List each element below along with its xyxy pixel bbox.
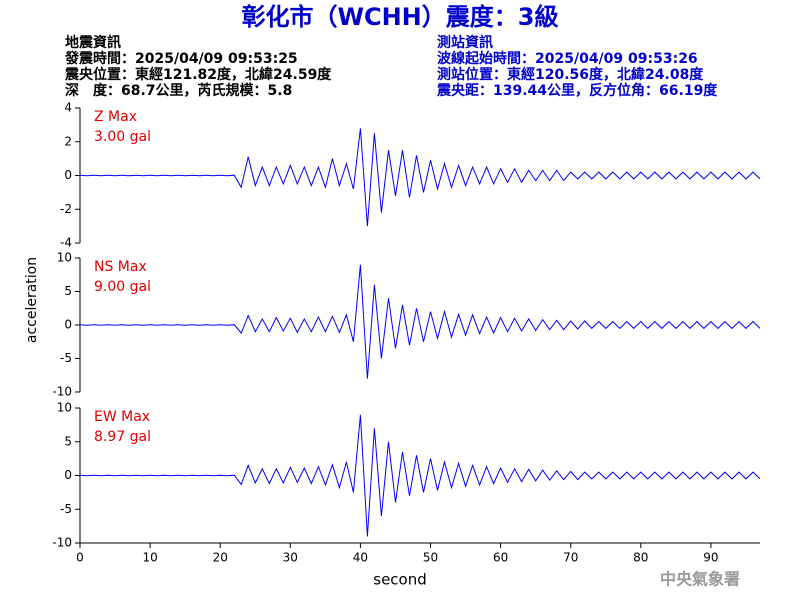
- x-tick-label: 20: [213, 551, 228, 565]
- y-tick-label: 0: [64, 468, 72, 482]
- x-tick-label: 0: [76, 551, 84, 565]
- x-tick-label: 50: [423, 551, 438, 565]
- component-max: 3.00 gal: [94, 129, 151, 145]
- station-info: 測站資訊 波線起始時間：2025/04/09 09:53:26 測站位置：東經1…: [436, 34, 718, 99]
- event-line: 地震資訊: [65, 34, 121, 51]
- x-tick-label: 70: [563, 551, 578, 565]
- trace: [79, 414, 761, 537]
- x-tick-label: 80: [633, 551, 648, 565]
- y-tick-label: 0: [64, 168, 72, 182]
- x-tick-label: 10: [142, 551, 157, 565]
- y-tick-label: -10: [52, 385, 72, 399]
- event-line: 深 度：68.7公里，芮氏規模：5.8: [65, 82, 292, 99]
- station-line: 測站位置：東經120.56度，北緯24.08度: [437, 66, 704, 83]
- component-label: Z Max: [94, 109, 137, 125]
- y-tick-label: -5: [60, 351, 72, 365]
- y-tick-label: 2: [64, 134, 72, 148]
- x-tick-label: 60: [493, 551, 508, 565]
- station-line: 測站資訊: [437, 34, 493, 51]
- x-tick-label: 40: [353, 551, 368, 565]
- component-label: EW Max: [94, 409, 150, 425]
- y-tick-label: 10: [57, 401, 72, 415]
- station-line: 波線起始時間：2025/04/09 09:53:26: [437, 50, 698, 67]
- x-tick-label: 90: [703, 551, 718, 565]
- footer: 中央氣象署: [660, 570, 740, 589]
- event-info: 地震資訊 發震時間：2025/04/09 09:53:25 震央位置：東經121…: [64, 34, 332, 99]
- trace: [79, 128, 761, 227]
- x-axis-label: second: [373, 571, 427, 589]
- y-axis-label: acceleration: [24, 257, 40, 343]
- station-line: 震央距：139.44公里，反方位角：66.19度: [436, 82, 718, 99]
- y-tick-label: -10: [52, 536, 72, 550]
- y-tick-label: -5: [60, 502, 72, 516]
- title: 彰化市（WCHH）震度：3級: [242, 3, 559, 31]
- x-tick-label: 30: [283, 551, 298, 565]
- y-tick-label: 5: [64, 284, 72, 298]
- y-tick-label: 4: [64, 101, 72, 115]
- event-line: 震央位置：東經121.82度，北緯24.59度: [64, 66, 332, 83]
- y-tick-label: 0: [64, 318, 72, 332]
- component-max: 9.00 gal: [94, 279, 151, 295]
- trace: [79, 264, 761, 379]
- y-tick-label: 10: [57, 251, 72, 265]
- y-tick-label: -2: [60, 202, 72, 216]
- component-label: NS Max: [94, 259, 147, 275]
- y-tick-label: -4: [60, 236, 72, 250]
- component-max: 8.97 gal: [94, 429, 151, 445]
- event-line: 發震時間：2025/04/09 09:53:25: [64, 50, 298, 67]
- y-tick-label: 5: [64, 434, 72, 448]
